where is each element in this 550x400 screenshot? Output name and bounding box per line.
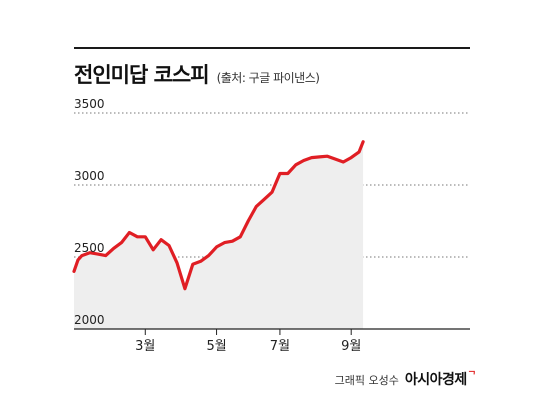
- axis-layer: 2000 2500 3000 3500 3월 5월 7월 9월: [74, 97, 470, 354]
- y-tick-label: 3500: [74, 97, 105, 111]
- credit: 그래픽 오성수 아시아경제 ᄀ: [335, 369, 476, 389]
- x-tick-label: 9월: [341, 339, 361, 354]
- x-tick-label: 3월: [135, 339, 155, 354]
- chart-title: 전인미답 코스피: [74, 63, 210, 87]
- area-layer: [74, 141, 364, 329]
- brand-mark-icon: ᄀ: [467, 371, 476, 381]
- line-layer: [72, 140, 365, 291]
- y-tick-label: 2000: [74, 313, 105, 327]
- x-tick-label: 7월: [270, 339, 290, 354]
- y-tick-label: 3000: [74, 169, 105, 183]
- top-rule: [74, 47, 470, 49]
- chart-header: 전인미답 코스피 (출처: 구글 파이낸스): [74, 59, 320, 89]
- x-tick-label: 5월: [206, 339, 226, 354]
- y-tick-label: 2500: [74, 241, 105, 255]
- series-area: [74, 141, 364, 329]
- series-line: [72, 140, 365, 291]
- brand-logo: 아시아경제: [404, 372, 467, 388]
- graphic-credit: 그래픽 오성수: [334, 374, 399, 387]
- source-note: (출처: 구글 파이낸스): [216, 71, 320, 85]
